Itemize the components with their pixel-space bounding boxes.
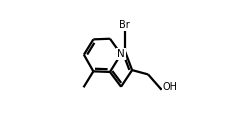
Text: Br: Br	[119, 20, 130, 30]
Text: N: N	[117, 49, 125, 59]
Text: OH: OH	[162, 82, 177, 92]
